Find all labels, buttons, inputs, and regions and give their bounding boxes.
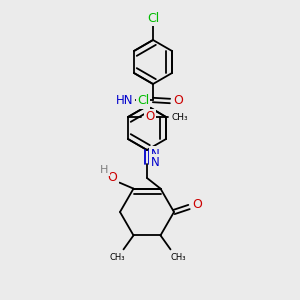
Text: CH₃: CH₃ [171, 253, 186, 262]
Text: HN: HN [116, 94, 134, 106]
Text: O: O [108, 171, 117, 184]
Text: CH₃: CH₃ [110, 253, 125, 262]
Text: N: N [151, 155, 159, 169]
Text: Cl: Cl [137, 94, 149, 107]
Text: Cl: Cl [147, 11, 159, 25]
Text: O: O [145, 110, 154, 124]
Text: O: O [173, 94, 183, 107]
Text: H: H [100, 165, 109, 175]
Text: O: O [192, 197, 202, 211]
Text: N: N [151, 148, 159, 160]
Text: CH₃: CH₃ [172, 112, 188, 122]
